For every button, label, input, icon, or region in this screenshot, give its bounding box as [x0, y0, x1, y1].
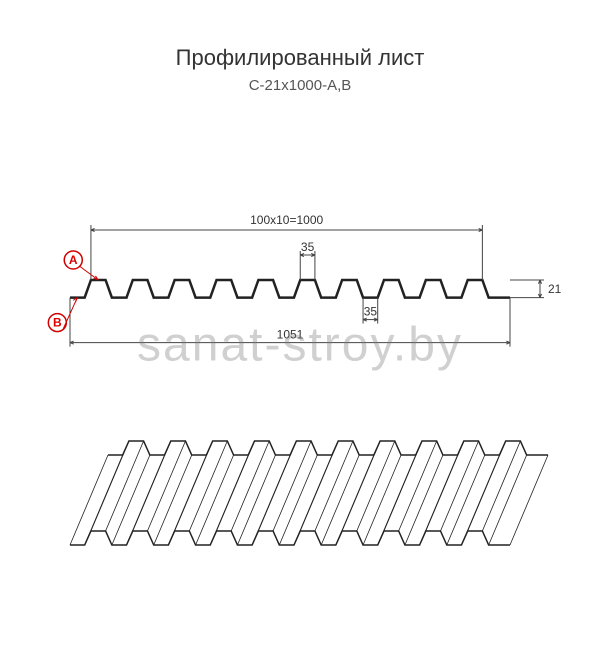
svg-text:A: A	[69, 253, 78, 267]
profile-cross-section: 100x10=1000 35 35 1051 21 A B	[0, 195, 600, 375]
page-subtitle: С-21х1000-А,В	[0, 77, 600, 94]
svg-text:100x10=1000: 100x10=1000	[250, 213, 323, 227]
page-title: Профилированный лист	[0, 45, 600, 71]
svg-text:1051: 1051	[277, 328, 304, 342]
svg-text:B: B	[53, 316, 62, 330]
profile-isometric	[0, 395, 600, 595]
svg-text:21: 21	[548, 282, 562, 296]
svg-text:35: 35	[364, 305, 378, 319]
svg-text:35: 35	[301, 240, 315, 254]
